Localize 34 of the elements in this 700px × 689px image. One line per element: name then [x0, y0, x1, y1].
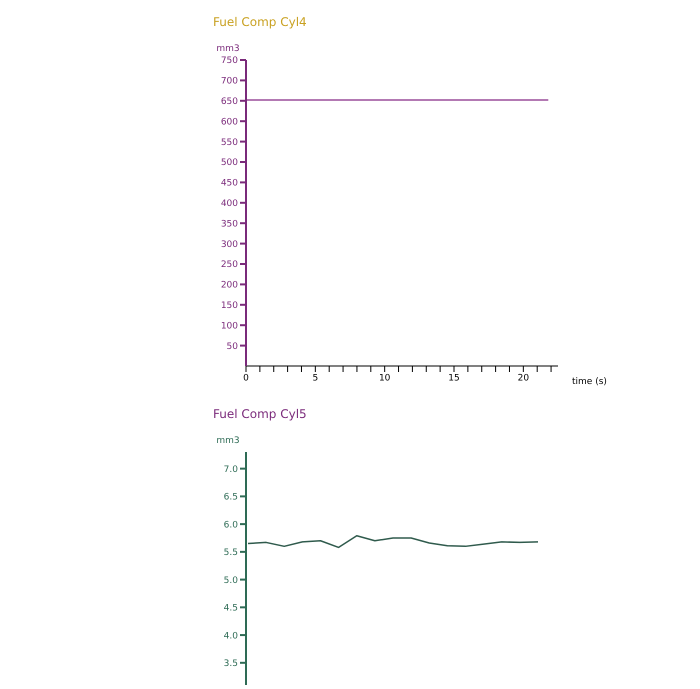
y-tick-label: 600 — [220, 117, 238, 128]
chart-title: Fuel Comp Cyl5 — [213, 407, 307, 421]
x-axis-title: time (s) — [572, 377, 607, 388]
y-tick-label: 5.5 — [224, 548, 238, 558]
y-tick-label: 500 — [220, 158, 238, 168]
y-tick-label: 300 — [220, 240, 238, 250]
y-tick-label: 50 — [226, 342, 238, 352]
line-series — [247, 535, 539, 548]
y-tick-label: 700 — [220, 76, 238, 87]
y-tick-label: 400 — [220, 198, 238, 209]
x-tick-label: 0 — [243, 373, 250, 384]
y-tick-label: 750 — [220, 56, 238, 66]
y-tick-label: 150 — [220, 300, 238, 311]
x-tick-label: 10 — [378, 373, 391, 384]
y-tick-label: 6.0 — [224, 520, 238, 530]
y-tick-label: 100 — [220, 321, 238, 332]
y-axis-title: mm3 — [215, 44, 241, 54]
y-tick-label: 650 — [220, 96, 238, 107]
y-tick-label: 6.5 — [224, 492, 238, 503]
x-tick-label: 5 — [312, 373, 318, 384]
y-tick-label: 250 — [220, 260, 238, 270]
x-tick-label: 15 — [448, 373, 460, 384]
y-tick-label: 450 — [220, 178, 238, 189]
y-axis-title: mm3 — [215, 436, 241, 446]
y-tick-label: 3.5 — [224, 659, 238, 670]
y-tick-label: 350 — [220, 219, 238, 230]
y-tick-label: 5.0 — [224, 576, 238, 586]
y-tick-label: 4.5 — [224, 604, 238, 614]
chart-title: Fuel Comp Cyl4 — [213, 15, 307, 29]
y-tick-label: 200 — [220, 280, 238, 291]
y-tick-label: 4.0 — [224, 631, 238, 642]
y-tick-label: 550 — [220, 138, 238, 148]
y-tick-label: 7.0 — [224, 464, 238, 475]
x-tick-label: 20 — [518, 373, 530, 384]
